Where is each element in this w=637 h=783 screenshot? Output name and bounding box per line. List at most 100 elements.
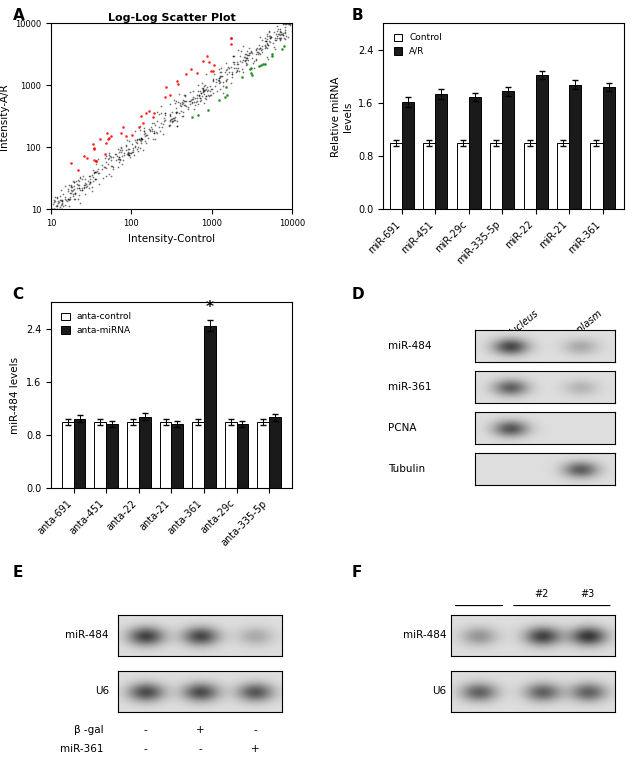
Point: [73, 164, 83, 176]
Point: [203, 104, 213, 117]
Point: [280, 32, 290, 45]
Point: [236, 56, 247, 69]
Point: [185, 97, 195, 110]
Point: [262, 36, 273, 49]
Point: [270, 43, 280, 56]
Point: [222, 67, 233, 80]
Point: [87, 185, 97, 197]
Point: [106, 130, 116, 143]
Bar: [536, 75, 548, 209]
Point: [283, 17, 294, 30]
Point: [127, 137, 138, 150]
Point: [216, 70, 226, 83]
Bar: [502, 92, 514, 209]
Point: [73, 193, 83, 205]
Point: [180, 89, 190, 102]
Point: [228, 50, 238, 63]
Point: [211, 72, 221, 85]
Bar: [457, 143, 469, 209]
Point: [252, 46, 262, 59]
Point: [108, 151, 118, 164]
Point: [121, 139, 131, 152]
Point: [85, 173, 95, 186]
Point: [64, 200, 74, 212]
Point: [111, 153, 121, 166]
Point: [87, 171, 97, 184]
Point: [275, 24, 285, 37]
Y-axis label: Intensity-A/R: Intensity-A/R: [0, 83, 10, 150]
Point: [59, 191, 69, 204]
Point: [192, 109, 203, 121]
Point: [152, 114, 162, 127]
Point: [70, 187, 80, 200]
Point: [83, 182, 94, 194]
Point: [71, 175, 81, 188]
Point: [208, 73, 218, 85]
Point: [57, 195, 67, 207]
Point: [175, 96, 185, 109]
Point: [91, 155, 101, 168]
Point: [199, 92, 210, 104]
Point: [145, 125, 155, 138]
Point: [248, 57, 258, 70]
Point: [265, 35, 275, 48]
Point: [70, 188, 80, 200]
Point: [280, 18, 290, 31]
Point: [261, 38, 271, 51]
Point: [82, 152, 92, 164]
Point: [76, 173, 87, 186]
Point: [177, 96, 187, 109]
Point: [93, 167, 103, 179]
Point: [145, 124, 155, 136]
Point: [275, 33, 285, 45]
Point: [183, 103, 193, 115]
Point: [164, 119, 175, 132]
Point: [57, 193, 68, 206]
Point: [54, 195, 64, 207]
Point: [135, 133, 145, 146]
Point: [82, 179, 92, 192]
Point: [225, 38, 236, 50]
Point: [145, 123, 155, 135]
Point: [255, 48, 265, 60]
Point: [178, 94, 189, 106]
Point: [193, 79, 203, 92]
Point: [157, 117, 168, 130]
Point: [103, 153, 113, 165]
Point: [148, 107, 159, 120]
Point: [172, 120, 182, 132]
Point: [215, 75, 225, 88]
Point: [132, 133, 142, 146]
Point: [136, 133, 147, 146]
Point: [59, 200, 69, 212]
Point: [254, 43, 264, 56]
Point: [147, 117, 157, 129]
Point: [241, 54, 251, 67]
Point: [113, 143, 123, 156]
Point: [156, 117, 166, 129]
Point: [74, 189, 84, 202]
Point: [94, 167, 104, 179]
Point: [148, 133, 158, 146]
Point: [90, 173, 100, 186]
Point: [172, 74, 182, 87]
Text: E: E: [13, 565, 23, 580]
Point: [271, 27, 282, 40]
Legend: Control, A/R: Control, A/R: [390, 30, 446, 60]
Point: [117, 158, 127, 171]
Point: [159, 111, 169, 124]
Point: [165, 110, 175, 122]
Point: [233, 57, 243, 70]
Point: [278, 18, 288, 31]
Point: [218, 80, 228, 92]
Point: [124, 146, 134, 159]
Point: [213, 74, 224, 87]
Point: [215, 66, 225, 78]
Point: [114, 151, 124, 164]
Point: [132, 137, 143, 150]
Point: [101, 150, 111, 162]
Point: [134, 132, 144, 145]
Point: [172, 106, 182, 118]
Point: [130, 134, 140, 146]
Point: [241, 52, 251, 64]
